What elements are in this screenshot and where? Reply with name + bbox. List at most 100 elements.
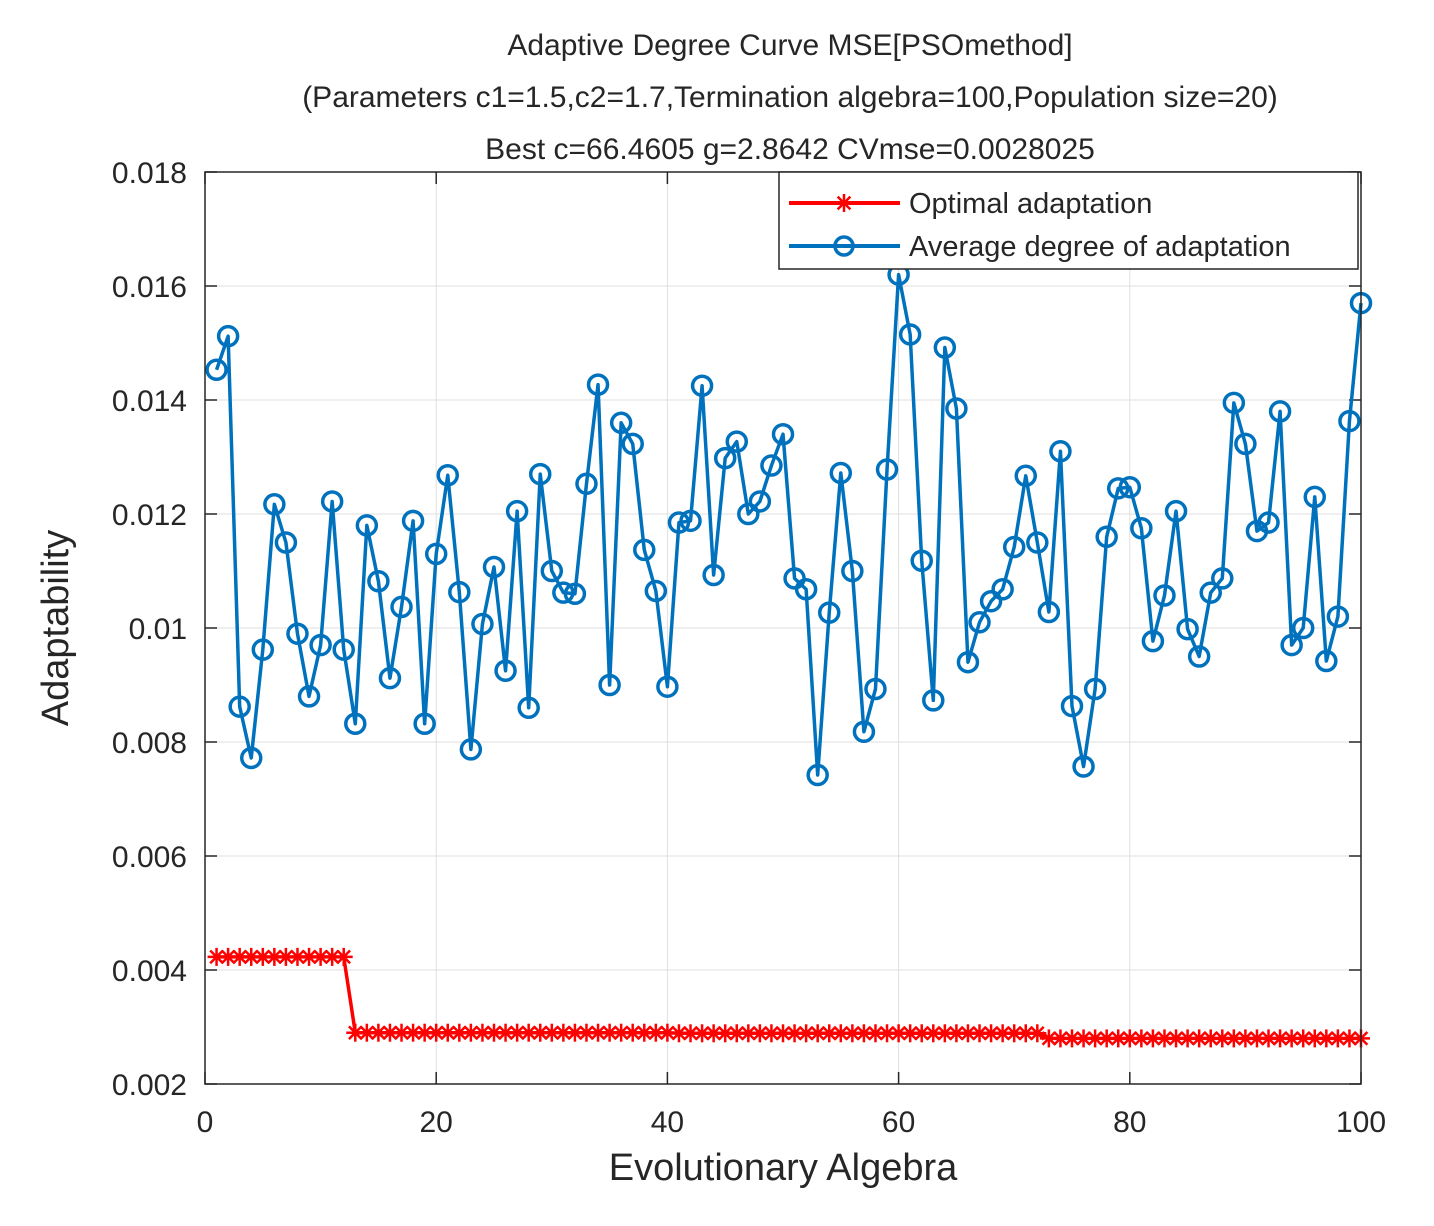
data-point <box>1063 1029 1081 1048</box>
data-point <box>1294 1029 1313 1048</box>
data-point <box>912 1024 931 1043</box>
data-point <box>1051 1029 1070 1048</box>
data-point <box>748 490 772 513</box>
data-point <box>725 430 749 453</box>
data-point <box>933 336 957 359</box>
data-point <box>1049 440 1072 463</box>
data-point <box>378 666 402 690</box>
legend-marker-average <box>833 235 855 257</box>
data-point <box>979 589 1003 613</box>
legend-asterisk <box>835 194 853 212</box>
data-point <box>459 738 483 761</box>
chart-title: Adaptive Degree Curve MSE[PSOmethod] (Pa… <box>302 29 1278 166</box>
data-point <box>1222 391 1246 415</box>
data-point <box>679 509 702 533</box>
data-point <box>609 411 633 435</box>
data-point <box>1086 1029 1105 1048</box>
data-point <box>239 746 263 770</box>
data-point <box>286 622 309 645</box>
data-point <box>693 1024 712 1043</box>
data-point <box>355 514 379 537</box>
x-tick-labels: 0 20 40 60 80 100 <box>197 1106 1386 1139</box>
data-point <box>1106 477 1130 500</box>
data-point <box>854 1024 873 1043</box>
y-tick-label: 0.012 <box>112 499 187 532</box>
title-line-2: (Parameters c1=1.5,c2=1.7,Termination al… <box>302 81 1278 114</box>
data-point <box>413 712 436 736</box>
y-tick-label: 0.018 <box>112 157 187 190</box>
data-point <box>367 570 390 593</box>
series-line <box>214 272 1363 777</box>
data-point <box>589 1023 608 1042</box>
data-point <box>935 1024 954 1043</box>
data-point <box>205 358 228 382</box>
data-point <box>471 612 494 636</box>
data-point <box>1268 400 1292 423</box>
data-point <box>1072 755 1095 778</box>
data-point <box>1291 616 1315 640</box>
data-point <box>1153 584 1176 607</box>
data-point <box>390 595 413 619</box>
data-point <box>1176 617 1199 641</box>
data-point <box>575 472 598 496</box>
data-point <box>369 1023 388 1042</box>
data-point <box>300 947 319 966</box>
data-point <box>922 689 945 712</box>
data-point <box>528 462 552 486</box>
data-point <box>1026 531 1049 554</box>
data-point <box>323 947 342 966</box>
data-point <box>1002 535 1026 559</box>
data-point <box>1037 600 1061 624</box>
data-point <box>864 677 887 701</box>
data-point <box>991 577 1014 601</box>
data-point <box>1060 694 1084 718</box>
y-tick-label: 0.014 <box>112 385 187 418</box>
data-point <box>690 374 714 397</box>
x-tick-label: 60 <box>882 1106 915 1139</box>
x-tick-label: 0 <box>197 1106 214 1139</box>
data-point <box>621 432 644 456</box>
data-point <box>517 696 540 720</box>
data-point <box>875 458 899 481</box>
legend-label-optimal: Optimal adaptation <box>909 188 1152 220</box>
data-point <box>852 720 876 743</box>
data-point <box>1014 464 1038 488</box>
data-point <box>1141 629 1165 653</box>
data-point <box>633 538 656 562</box>
data-point <box>1201 1029 1220 1048</box>
data-point <box>1109 1029 1128 1048</box>
data-point <box>552 581 575 604</box>
data-point <box>1271 1029 1290 1048</box>
data-point <box>219 947 238 966</box>
x-tick-label: 40 <box>651 1106 684 1139</box>
data-point <box>1005 1024 1024 1043</box>
data-point <box>1190 1029 1209 1048</box>
data-point <box>1305 1029 1324 1048</box>
y-tick-label: 0.004 <box>112 955 187 988</box>
y-axis-label: Adaptability <box>35 530 77 726</box>
data-point <box>251 638 275 661</box>
data-point <box>461 1023 480 1042</box>
data-point <box>448 580 471 604</box>
data-point <box>1280 633 1303 657</box>
data-point <box>644 579 668 603</box>
data-point <box>1118 475 1142 499</box>
data-series <box>205 263 1373 1048</box>
data-point <box>878 1024 897 1043</box>
data-point <box>598 673 621 697</box>
y-tick-label: 0.008 <box>112 727 187 760</box>
data-point <box>656 675 679 698</box>
x-axis-label: Evolutionary Algebra <box>609 1147 958 1189</box>
data-point <box>600 1023 619 1042</box>
y-tick-label: 0.016 <box>112 271 187 304</box>
x-tick-label: 20 <box>420 1106 453 1139</box>
data-point <box>482 555 506 579</box>
data-point <box>1338 409 1361 433</box>
data-point <box>1315 649 1338 673</box>
data-point <box>216 324 240 348</box>
data-point <box>1257 511 1280 534</box>
data-point <box>646 1023 665 1042</box>
data-point <box>586 373 610 396</box>
title-line-1: Adaptive Degree Curve MSE[PSOmethod] <box>507 29 1072 62</box>
data-point <box>820 1024 839 1043</box>
